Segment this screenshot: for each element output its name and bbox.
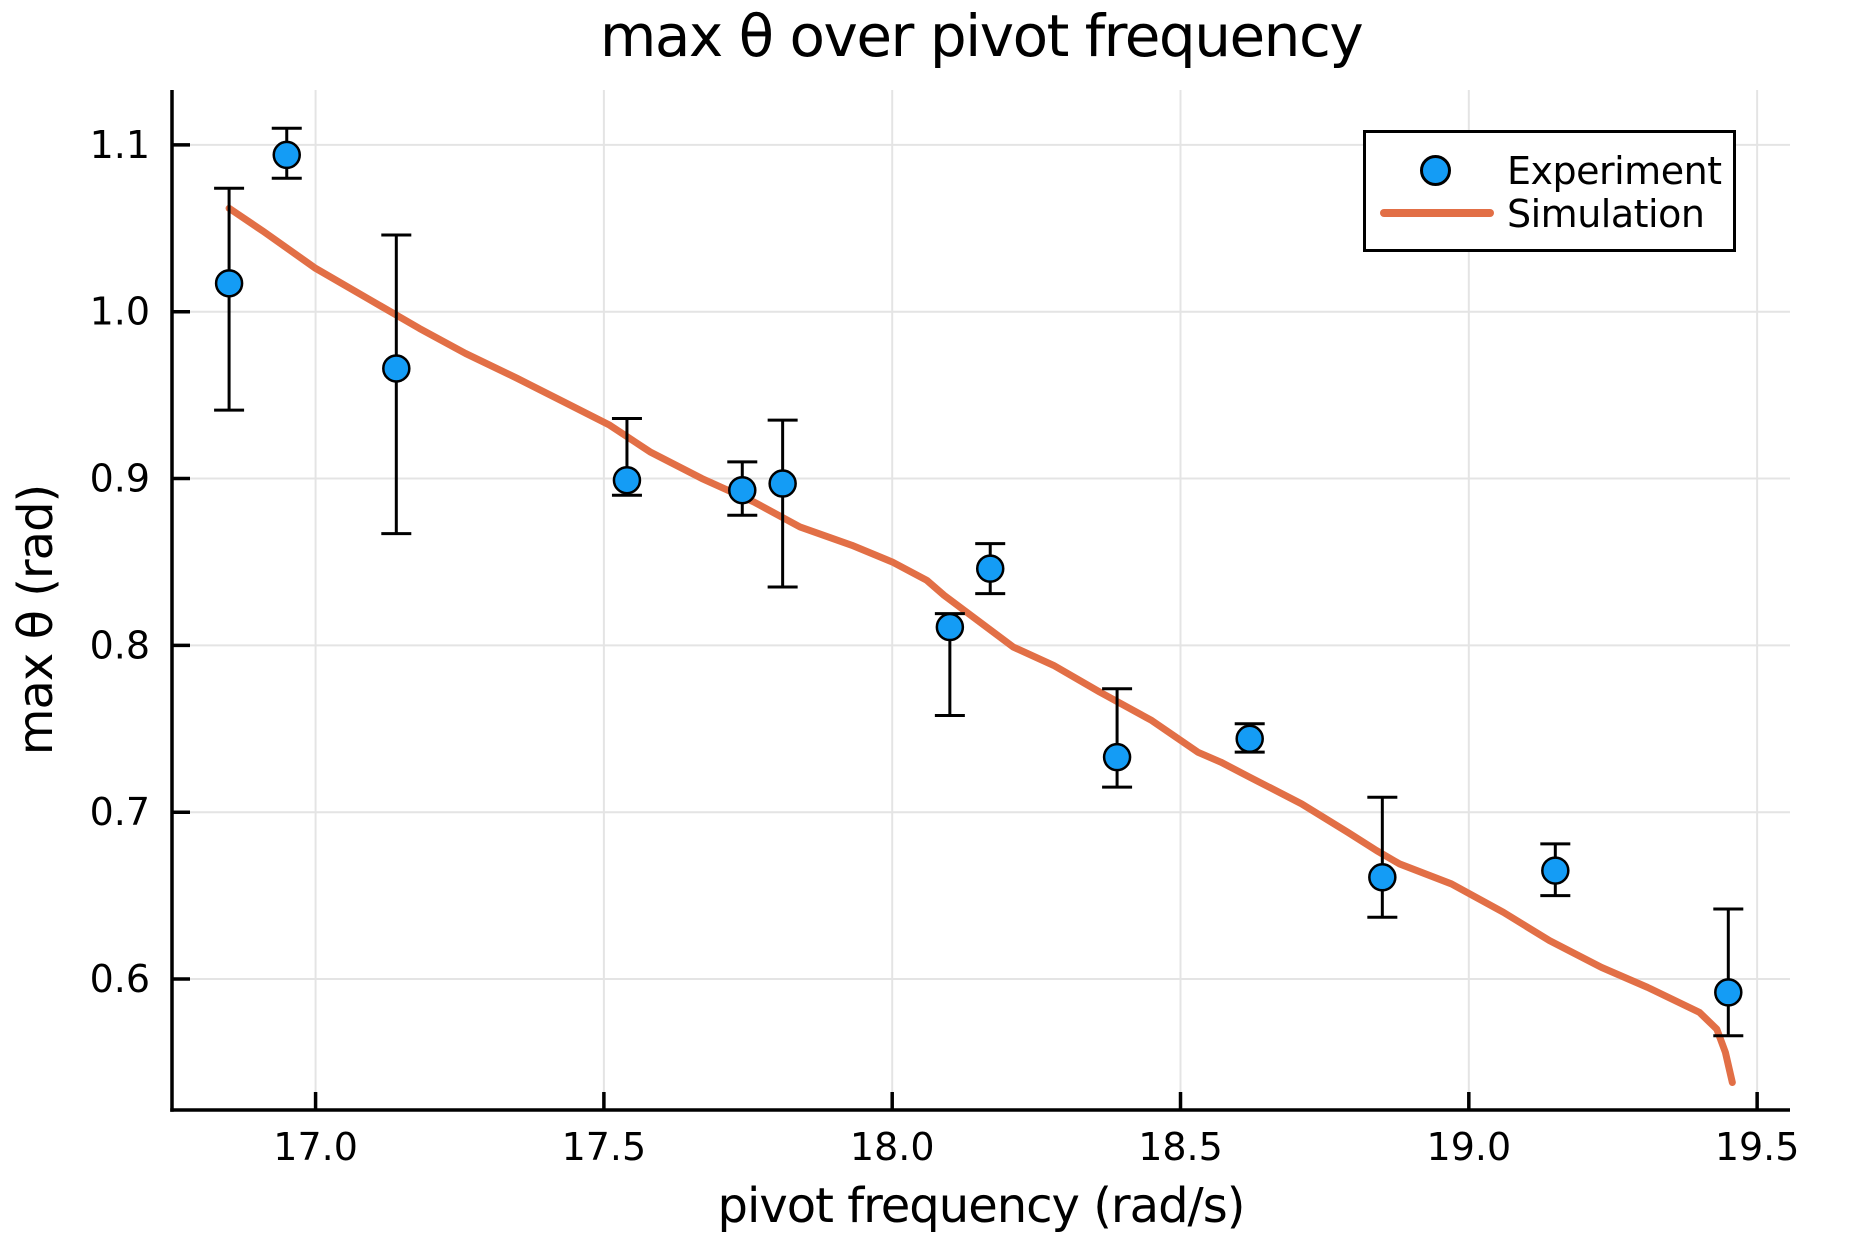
legend: Experiment Simulation: [1363, 130, 1736, 252]
legend-label-simulation: Simulation: [1507, 192, 1705, 236]
experiment-data-point: [1235, 724, 1264, 754]
experiment-data-point: [728, 475, 757, 505]
x-tick-label: 19.0: [1427, 1125, 1512, 1169]
simulation-line: [225, 204, 1736, 1086]
chart-title: max θ over pivot frequency: [599, 2, 1364, 70]
experiment-data-point: [612, 465, 642, 495]
experiment-data-point: [214, 269, 244, 298]
experiment-marker-swatch: [1420, 155, 1451, 186]
x-tick-label: 17.0: [273, 1125, 358, 1169]
experiment-data-point: [1541, 856, 1570, 885]
y-tick-label: 1.0: [90, 290, 150, 334]
y-axis-label: max θ (rad): [8, 484, 64, 756]
x-tick-label: 17.5: [562, 1125, 647, 1169]
experiment-data-point: [935, 612, 965, 642]
experiment-data-point: [382, 354, 411, 383]
experiment-data-point: [272, 140, 301, 170]
experiment-data-point: [1714, 978, 1743, 1007]
x-axis-label: pivot frequency (rad/s): [717, 1178, 1246, 1234]
y-tick-label: 0.8: [90, 623, 150, 667]
x-tick-label: 19.5: [1715, 1125, 1800, 1169]
experiment-data-point: [768, 469, 797, 498]
y-tick-label: 0.7: [90, 790, 150, 834]
legend-label-experiment: Experiment: [1507, 149, 1722, 193]
x-tick-label: 18.0: [850, 1125, 935, 1169]
simulation-line-swatch: [1380, 209, 1494, 217]
y-tick-label: 1.1: [90, 123, 150, 167]
x-tick-label: 18.5: [1138, 1125, 1223, 1169]
y-tick-label: 0.9: [90, 457, 150, 501]
experiment-data-point: [1368, 863, 1397, 892]
experiment-data-point: [975, 554, 1005, 583]
y-tick-label: 0.6: [90, 957, 150, 1001]
experiment-data-point: [1102, 742, 1132, 772]
